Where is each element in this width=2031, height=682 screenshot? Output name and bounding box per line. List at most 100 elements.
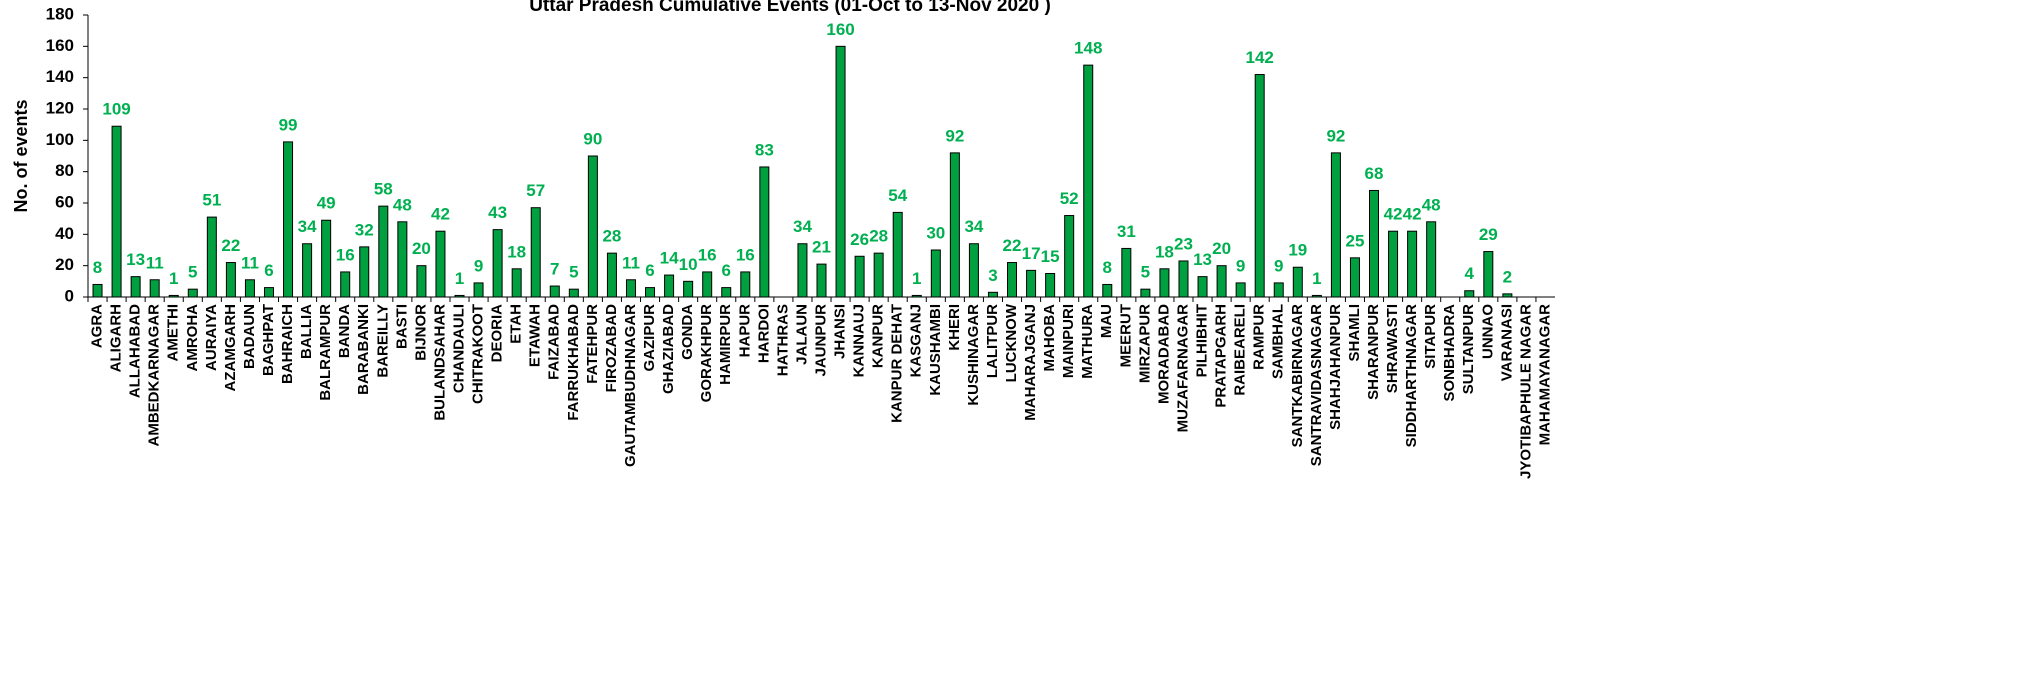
x-tick-label: CHITRAKOOT <box>470 304 487 404</box>
value-label: 11 <box>241 253 259 272</box>
bar <box>206 216 217 298</box>
value-label: 2 <box>1503 267 1512 286</box>
value-label: 30 <box>926 223 945 242</box>
x-tick-label: AMETHI <box>165 304 182 362</box>
value-label: 16 <box>736 245 755 264</box>
bar <box>1102 283 1113 298</box>
bar <box>702 271 713 298</box>
bar <box>187 288 198 298</box>
value-label: 9 <box>474 256 483 275</box>
bar <box>1407 230 1418 298</box>
bar <box>473 282 484 298</box>
x-tick-label: KASGANJ <box>908 304 925 377</box>
value-label: 22 <box>221 236 240 255</box>
value-label: 109 <box>102 100 130 119</box>
value-label: 5 <box>569 263 578 282</box>
bar <box>1388 230 1399 298</box>
value-label: 54 <box>888 186 907 205</box>
bar <box>1007 262 1018 298</box>
x-tick-label: GAZIPUR <box>641 304 658 372</box>
y-tick-label: 160 <box>46 36 74 55</box>
value-label: 9 <box>1274 256 1283 275</box>
value-label: 22 <box>1003 236 1022 255</box>
value-label: 23 <box>1174 234 1193 253</box>
x-tick-label: SITAPUR <box>1422 304 1439 369</box>
value-label: 20 <box>412 239 431 258</box>
x-tick-label: MAINPURI <box>1060 304 1077 378</box>
x-tick-label: DEORIA <box>489 304 506 363</box>
bar <box>1273 282 1284 298</box>
value-label: 6 <box>722 261 731 280</box>
value-label: 142 <box>1246 48 1274 67</box>
bar <box>454 294 465 298</box>
x-tick-label: HATHRAS <box>774 304 791 376</box>
value-label: 1 <box>912 269 921 288</box>
x-tick-label: FATEHPUR <box>584 304 601 384</box>
bar <box>930 249 941 298</box>
x-tick-label: HAPUR <box>736 304 753 358</box>
x-tick-label: BAREILLY <box>374 304 391 378</box>
x-tick-label: KUSHINAGAR <box>965 304 982 406</box>
value-label: 10 <box>679 255 698 274</box>
bar <box>873 252 884 298</box>
x-tick-label: AMBEDKARNAGAR <box>146 304 163 447</box>
bar <box>1026 269 1037 298</box>
value-label: 19 <box>1288 241 1307 260</box>
y-tick-label: 20 <box>55 255 74 274</box>
x-tick-label: GORAKHPUR <box>698 304 715 403</box>
value-label: 34 <box>964 217 983 236</box>
value-label: 5 <box>188 263 197 282</box>
value-label: 11 <box>622 253 640 272</box>
y-tick-label: 140 <box>46 67 74 86</box>
x-tick-label: LUCKNOW <box>1003 303 1020 382</box>
x-tick-label: PRATAPGARH <box>1213 304 1230 408</box>
bar <box>835 45 846 298</box>
bar <box>587 155 598 298</box>
x-tick-label: JHANSI <box>832 304 849 359</box>
bar <box>664 274 675 298</box>
bar <box>244 279 255 298</box>
x-tick-label: MORADABAD <box>1155 304 1172 404</box>
x-tick-label: BARABANKI <box>355 304 372 395</box>
value-label: 28 <box>602 227 621 246</box>
x-tick-label: FIROZABAD <box>603 304 620 392</box>
x-tick-label: KHERI <box>946 304 963 351</box>
x-tick-label: MUZAFARNAGAR <box>1174 304 1191 432</box>
value-label: 1 <box>1312 269 1321 288</box>
x-tick-label: KAUSHAMBI <box>927 304 944 396</box>
value-label: 8 <box>1103 258 1112 277</box>
value-label: 31 <box>1117 222 1136 241</box>
x-tick-label: SHAHJAHANPUR <box>1327 304 1344 430</box>
value-label: 34 <box>298 217 317 236</box>
bar <box>1178 260 1189 298</box>
bar <box>168 294 179 298</box>
bar <box>968 243 979 298</box>
value-label: 6 <box>645 261 654 280</box>
bar <box>1349 257 1360 298</box>
bar <box>1197 276 1208 298</box>
x-tick-label: PILHIBHIT <box>1194 304 1211 377</box>
value-label: 11 <box>146 253 164 272</box>
value-label: 52 <box>1060 189 1079 208</box>
value-label: 26 <box>850 230 869 249</box>
value-label: 13 <box>1193 250 1212 269</box>
value-label: 32 <box>355 220 374 239</box>
value-label: 42 <box>431 205 450 224</box>
value-label: 8 <box>93 258 102 277</box>
x-tick-label: FAIZABAD <box>546 304 563 380</box>
bar <box>1369 189 1380 298</box>
bar <box>1330 152 1341 298</box>
bar <box>92 283 103 298</box>
x-tick-label: ETAH <box>508 304 525 344</box>
bar <box>511 268 522 298</box>
x-tick-label: GONDA <box>679 304 696 360</box>
value-label: 16 <box>698 245 717 264</box>
x-tick-label: KANNAUJ <box>851 304 868 377</box>
bar <box>1292 266 1303 298</box>
bar <box>359 246 370 298</box>
chart-title: Uttar Pradesh Cumulative Events (01-Oct … <box>529 0 1051 16</box>
x-tick-label: SULTANPUR <box>1460 304 1477 394</box>
x-tick-label: BALLIA <box>298 304 315 359</box>
x-tick-label: BIJNOR <box>412 304 429 361</box>
bar <box>1159 268 1170 298</box>
